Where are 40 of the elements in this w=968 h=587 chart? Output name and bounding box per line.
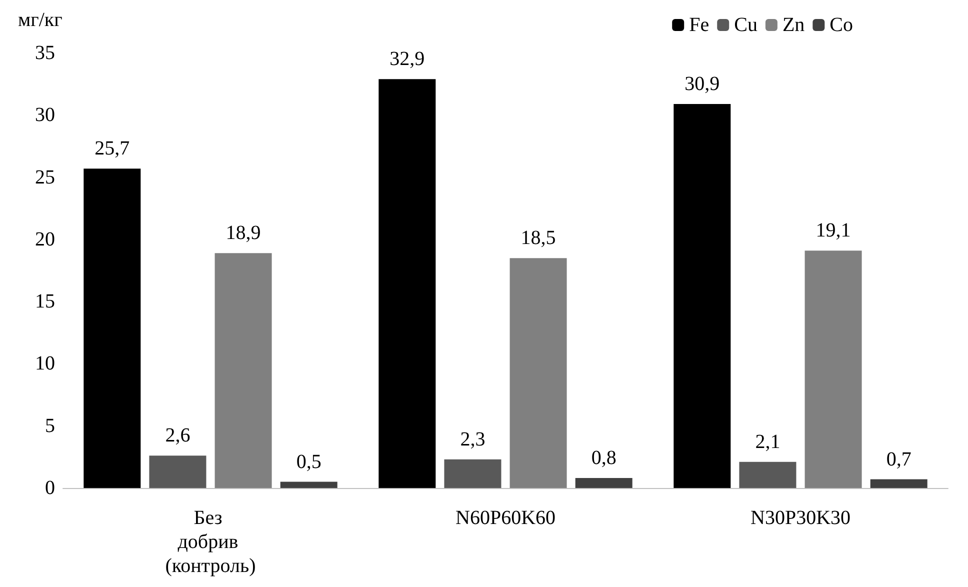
bar bbox=[510, 258, 567, 488]
bar bbox=[870, 479, 928, 488]
bar bbox=[378, 79, 436, 488]
data-label: 32,9 bbox=[390, 48, 425, 70]
x-tick-label: N30P30K30 bbox=[750, 507, 851, 529]
data-label: 18,9 bbox=[226, 222, 261, 244]
bar bbox=[444, 459, 502, 488]
data-label: 19,1 bbox=[816, 220, 851, 242]
data-label: 30,9 bbox=[684, 72, 720, 95]
y-tick-label: 25 bbox=[35, 166, 55, 188]
data-label: 0,8 bbox=[591, 447, 616, 470]
y-tick-label: 0 bbox=[45, 477, 55, 499]
y-tick-label: 35 bbox=[35, 42, 55, 64]
data-label: 25,7 bbox=[94, 138, 130, 160]
bar bbox=[84, 168, 141, 488]
y-tick-label: 30 bbox=[35, 104, 55, 126]
y-tick-label: 15 bbox=[35, 290, 55, 313]
data-label: 2,3 bbox=[460, 428, 486, 450]
legend-label: Zn bbox=[782, 14, 805, 36]
data-label: 0,5 bbox=[296, 450, 322, 473]
bar bbox=[804, 250, 862, 488]
bar bbox=[739, 462, 796, 488]
x-tick-label: Без добрив (контроль) bbox=[165, 507, 256, 577]
data-label: 0,7 bbox=[886, 448, 912, 470]
y-tick-label: 10 bbox=[35, 352, 55, 375]
legend-label: Fe bbox=[689, 14, 710, 36]
legend-label: Cu bbox=[734, 14, 758, 36]
y-tick-label: 20 bbox=[35, 228, 55, 250]
bar bbox=[149, 456, 206, 488]
y-tick-label: 5 bbox=[45, 414, 55, 437]
bar bbox=[674, 104, 731, 488]
legend-label: Co bbox=[830, 14, 854, 36]
y-axis-title: мг/кг bbox=[18, 9, 62, 31]
data-label: 2,6 bbox=[165, 424, 190, 447]
bar bbox=[280, 482, 338, 488]
bar bbox=[214, 253, 272, 488]
x-tick-label: N60P60K60 bbox=[455, 507, 556, 529]
data-label: 18,5 bbox=[520, 227, 556, 250]
bar bbox=[575, 478, 632, 488]
data-label: 2,1 bbox=[755, 430, 780, 453]
